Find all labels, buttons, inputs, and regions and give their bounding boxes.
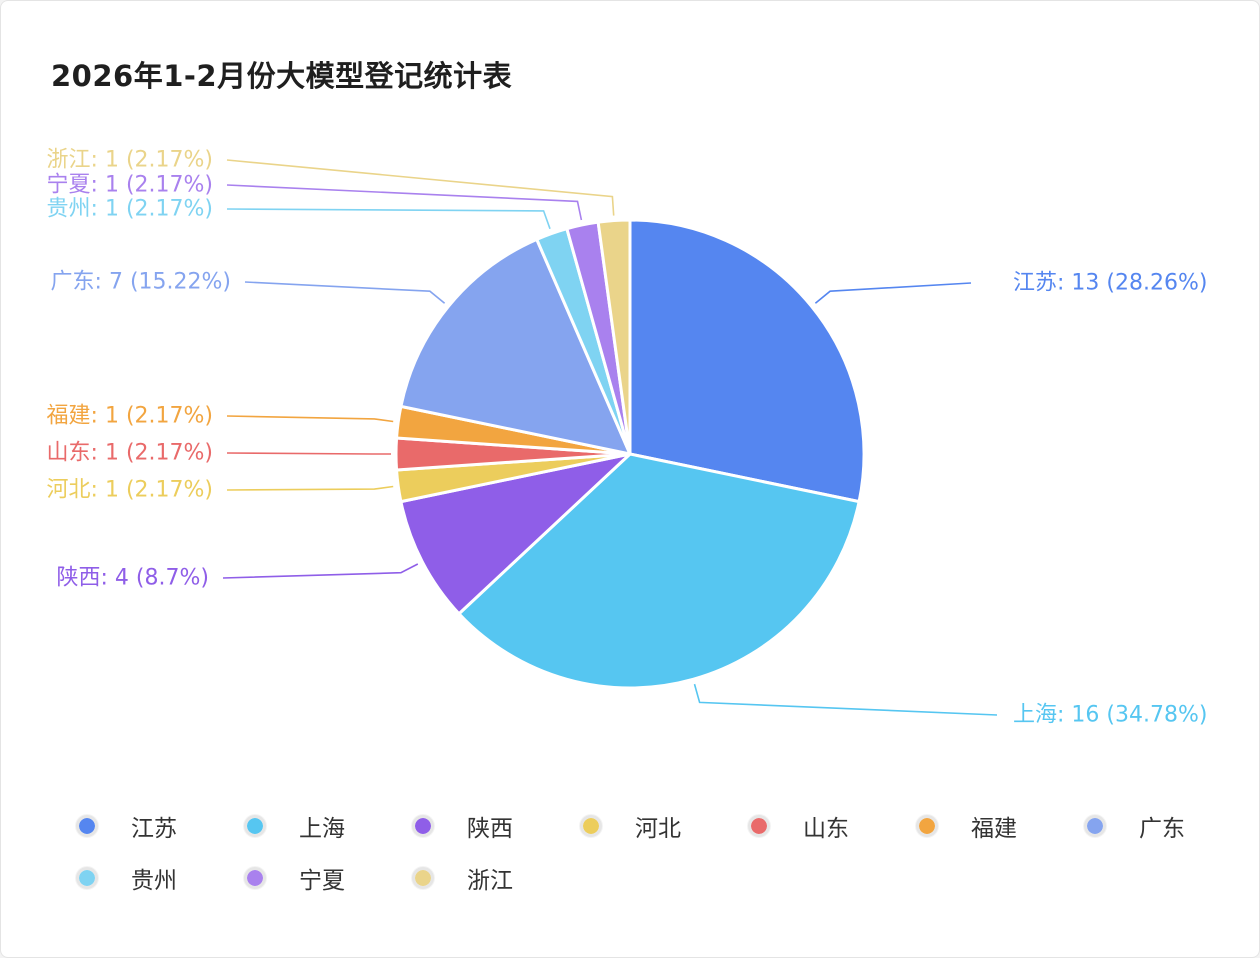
legend-item-8[interactable]: 宁夏 xyxy=(244,861,345,895)
slice-label-3: 河北: 1 (2.17%) xyxy=(47,478,213,503)
leader-line-6 xyxy=(244,281,446,304)
legend-dot-icon xyxy=(412,867,434,889)
legend-item-2[interactable]: 陕西 xyxy=(412,809,513,843)
slice-label-0: 江苏: 13 (28.26%) xyxy=(1013,271,1207,296)
legend-label: 河北 xyxy=(635,816,681,842)
legend-label: 广东 xyxy=(1139,816,1185,842)
legend-dot-icon xyxy=(244,815,266,837)
leader-line-0 xyxy=(814,282,972,304)
leader-line-8 xyxy=(226,184,583,221)
leader-line-4 xyxy=(226,452,391,455)
slice-label-9: 浙江: 1 (2.17%) xyxy=(47,148,213,173)
leader-line-9 xyxy=(226,159,615,216)
slice-label-1: 上海: 16 (34.78%) xyxy=(1013,703,1207,728)
legend-label: 宁夏 xyxy=(299,868,345,894)
legend-label: 上海 xyxy=(299,816,345,842)
legend-item-0[interactable]: 江苏 xyxy=(76,809,177,843)
legend-item-7[interactable]: 贵州 xyxy=(76,861,177,895)
pie-slice-1[interactable] xyxy=(457,452,861,690)
legend-item-5[interactable]: 福建 xyxy=(916,809,1017,843)
pie-slice-6[interactable] xyxy=(399,237,632,456)
leader-line-2 xyxy=(222,563,419,579)
legend-dot-icon xyxy=(244,867,266,889)
legend-dot-icon xyxy=(916,815,938,837)
slice-label-4: 山东: 1 (2.17%) xyxy=(47,441,213,466)
legend-dot-icon xyxy=(580,815,602,837)
legend-label: 山东 xyxy=(803,816,849,842)
legend-item-4[interactable]: 山东 xyxy=(748,809,849,843)
legend-dot-icon xyxy=(1084,815,1106,837)
legend-item-6[interactable]: 广东 xyxy=(1084,809,1185,843)
pie-slice-2[interactable] xyxy=(399,452,632,616)
legend-dot-icon xyxy=(76,867,98,889)
leader-line-3 xyxy=(226,485,394,491)
leader-line-1 xyxy=(693,683,998,716)
legend-item-9[interactable]: 浙江 xyxy=(412,861,513,895)
legend-item-3[interactable]: 河北 xyxy=(580,809,681,843)
legend-label: 陕西 xyxy=(467,816,513,842)
legend-item-1[interactable]: 上海 xyxy=(244,809,345,843)
legend-dot-icon xyxy=(412,815,434,837)
legend-dot-icon xyxy=(748,815,770,837)
slice-label-7: 贵州: 1 (2.17%) xyxy=(47,197,213,222)
pie-slice-9[interactable] xyxy=(596,218,632,456)
leader-line-7 xyxy=(226,208,551,230)
slice-label-8: 宁夏: 1 (2.17%) xyxy=(47,173,213,198)
slice-label-2: 陕西: 4 (8.7%) xyxy=(57,566,209,591)
pie-chart: 江苏: 13 (28.26%) 上海: 16 (34.78%) 陕西: 4 (8.7… xyxy=(47,148,1208,728)
leader-line-5 xyxy=(226,415,394,423)
pie-slice-0[interactable] xyxy=(628,218,866,504)
legend-label: 贵州 xyxy=(131,868,177,894)
slice-label-6: 广东: 7 (15.22%) xyxy=(51,270,231,295)
legend-label: 浙江 xyxy=(467,868,513,894)
slice-label-5: 福建: 1 (2.17%) xyxy=(47,404,213,429)
legend-label: 福建 xyxy=(971,816,1017,842)
chart-title: 2026年1-2月份大模型登记统计表 xyxy=(51,59,513,93)
legend-dot-icon xyxy=(76,815,98,837)
legend-label: 江苏 xyxy=(131,816,177,842)
